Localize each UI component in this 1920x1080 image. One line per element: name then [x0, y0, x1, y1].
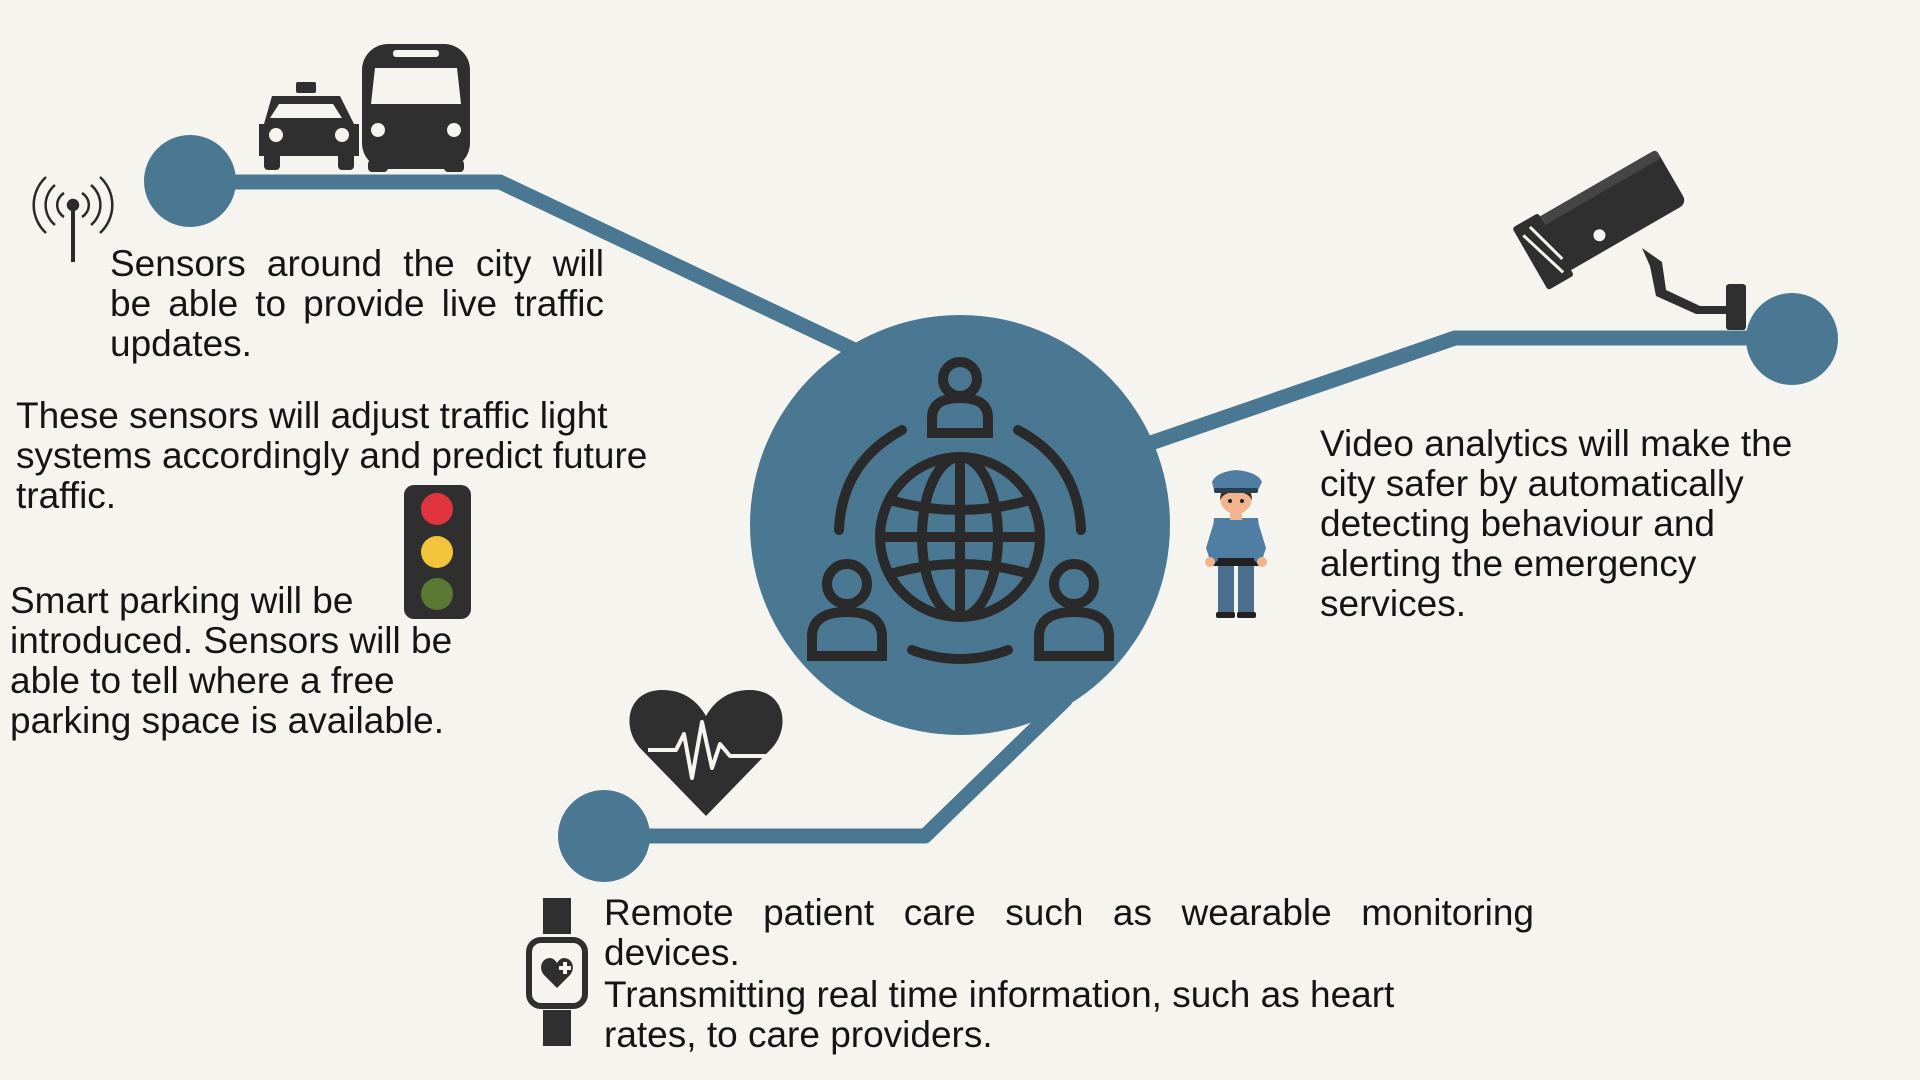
yellow-light [421, 536, 453, 568]
smartwatch-icon [526, 898, 588, 1046]
connector-line-traffic [180, 174, 873, 363]
green-light [421, 578, 453, 610]
community-globe-icon [807, 357, 1114, 664]
central-hub [750, 315, 1170, 735]
connector-lines [180, 174, 1798, 844]
smart-parking-text: Smart parking will be introduced. Sensor… [10, 580, 453, 741]
sensors-traffic-text: Sensors around the city will be able to … [110, 243, 604, 364]
antenna-icon [32, 176, 114, 262]
cctv-camera-icon [1513, 150, 1746, 330]
red-light [421, 493, 453, 525]
node-security [1746, 293, 1838, 385]
taxi-icon [259, 82, 359, 170]
node-traffic [144, 135, 236, 227]
bus-icon [362, 44, 470, 172]
connector-line-health [592, 692, 1073, 844]
heart-pulse-icon [629, 689, 783, 816]
connector-line-security [1137, 330, 1798, 453]
transmitting-text: Transmitting real time information, such… [604, 974, 1395, 1055]
police-officer-icon [1205, 470, 1267, 618]
video-analytics-text: Video analytics will make the city safer… [1320, 423, 1793, 624]
traffic-light-icon [404, 485, 471, 619]
node-health [558, 790, 650, 882]
remote-care-text: Remote patient care such as wearable mon… [604, 892, 1534, 973]
traffic-lights-text: These sensors will adjust traffic light … [16, 395, 648, 516]
